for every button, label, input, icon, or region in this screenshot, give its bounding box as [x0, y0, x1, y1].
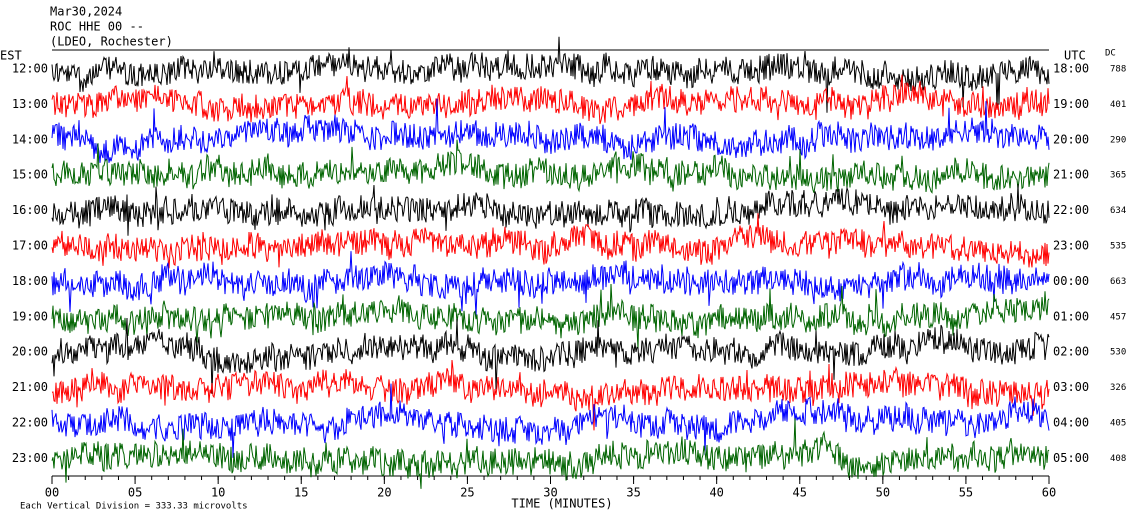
utc-label: 20:00 — [1053, 132, 1089, 146]
utc-label: 22:00 — [1053, 203, 1089, 217]
utc-label: 19:00 — [1053, 97, 1089, 111]
est-label: 13:00 — [12, 97, 48, 111]
trace — [51, 36, 1050, 113]
utc-label: 01:00 — [1053, 309, 1089, 323]
dc-value: 290 — [1110, 135, 1126, 145]
dc-value: 530 — [1110, 348, 1126, 358]
est-label: 20:00 — [12, 345, 48, 359]
dc-value: 663 — [1110, 277, 1126, 287]
est-label: 23:00 — [12, 451, 48, 465]
x-tick-label: 15 — [294, 486, 308, 500]
est-label: 19:00 — [12, 309, 48, 323]
est-label: 15:00 — [12, 168, 48, 182]
x-tick-label: 30 — [543, 486, 557, 500]
utc-label: 04:00 — [1053, 416, 1089, 430]
x-tick-label: 20 — [377, 486, 391, 500]
utc-label: 03:00 — [1053, 380, 1089, 394]
right-axis-label: UTC — [1064, 49, 1086, 63]
utc-label: 02:00 — [1053, 345, 1089, 359]
x-tick-label: 40 — [709, 486, 723, 500]
header-station: ROC HHE 00 -- — [50, 20, 144, 34]
x-tick-label: 25 — [460, 486, 474, 500]
dc-value: 457 — [1110, 312, 1126, 322]
est-label: 22:00 — [12, 416, 48, 430]
est-label: 12:00 — [12, 62, 48, 76]
dc-value: 365 — [1110, 171, 1126, 181]
x-tick-label: 00 — [45, 486, 59, 500]
est-label: 21:00 — [12, 380, 48, 394]
trace — [51, 183, 1050, 236]
dc-value: 326 — [1110, 383, 1126, 393]
est-label: 18:00 — [12, 274, 48, 288]
header-source: (LDEO, Rochester) — [50, 35, 173, 49]
dc-value: 535 — [1110, 242, 1126, 252]
header-date: Mar30,2024 — [50, 5, 122, 19]
x-tick-label: 55 — [959, 486, 973, 500]
trace — [51, 213, 1050, 269]
x-axis-label: TIME (MINUTES) — [511, 497, 612, 511]
x-tick-label: 05 — [128, 486, 142, 500]
x-tick-label: 10 — [211, 486, 225, 500]
est-label: 14:00 — [12, 132, 48, 146]
dc-value: 401 — [1110, 100, 1126, 110]
x-tick-label: 45 — [793, 486, 807, 500]
trace — [51, 359, 1050, 431]
trace — [51, 251, 1050, 316]
left-axis-label: EST — [0, 49, 22, 63]
utc-label: 00:00 — [1053, 274, 1089, 288]
dc-value: 788 — [1110, 65, 1126, 75]
x-tick-label: 60 — [1042, 486, 1056, 500]
trace — [51, 317, 1050, 394]
dc-label: DC — [1105, 49, 1116, 59]
trace — [51, 98, 1050, 163]
utc-label: 05:00 — [1053, 451, 1089, 465]
dc-value: 408 — [1110, 454, 1126, 464]
utc-label: 23:00 — [1053, 239, 1089, 253]
trace — [51, 418, 1050, 489]
trace — [51, 74, 1050, 125]
trace — [51, 139, 1050, 194]
trace — [51, 283, 1050, 349]
dc-value: 405 — [1110, 419, 1126, 429]
est-label: 17:00 — [12, 239, 48, 253]
x-tick-label: 50 — [876, 486, 890, 500]
footer: Each Vertical Division = 333.33 microvol… — [20, 502, 248, 512]
utc-label: 18:00 — [1053, 62, 1089, 76]
utc-label: 21:00 — [1053, 168, 1089, 182]
x-tick-label: 35 — [626, 486, 640, 500]
est-label: 16:00 — [12, 203, 48, 217]
dc-value: 634 — [1110, 206, 1126, 216]
trace — [51, 383, 1050, 458]
